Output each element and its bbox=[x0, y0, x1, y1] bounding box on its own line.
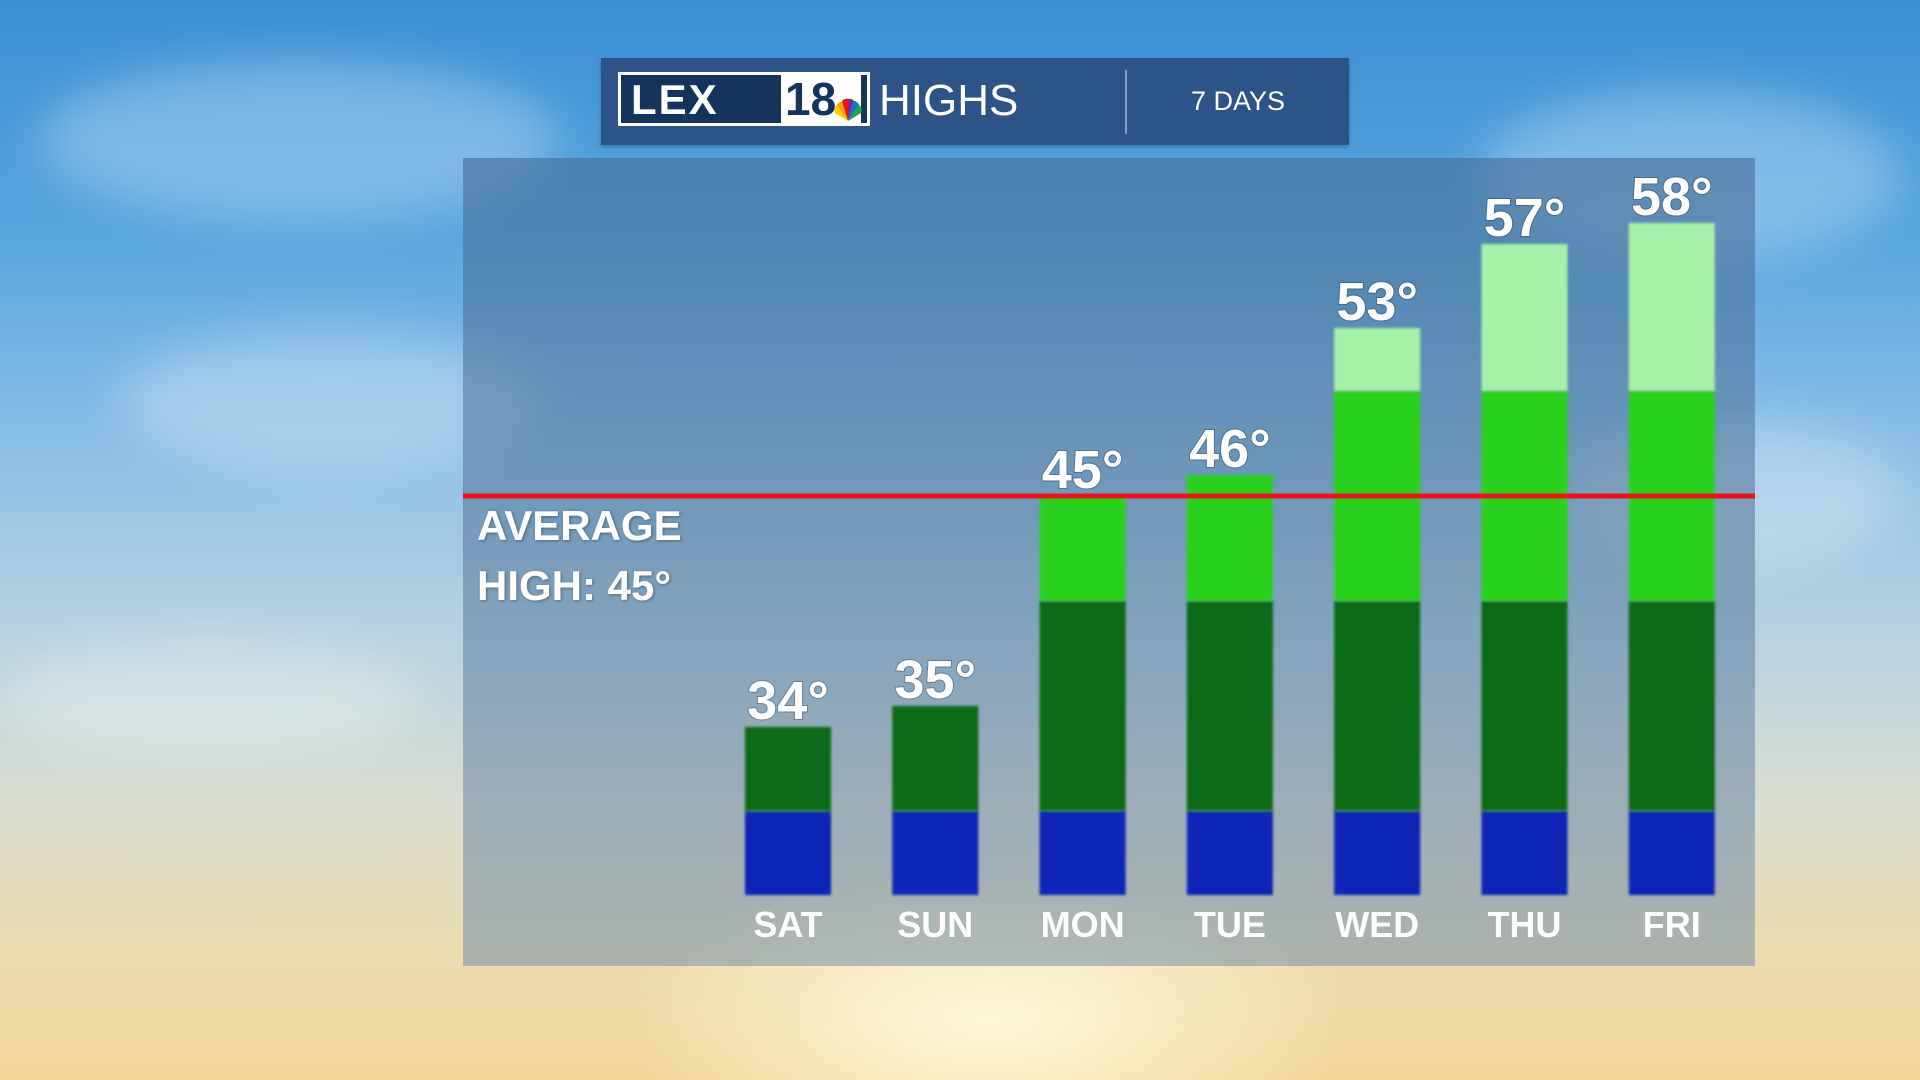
average-label: AVERAGE HIGH: 45° bbox=[477, 496, 682, 616]
bar-mon bbox=[1039, 496, 1126, 895]
logo-number: 18 bbox=[781, 72, 861, 126]
day-label: TUE bbox=[1194, 904, 1266, 945]
value-label: 58° bbox=[1631, 167, 1713, 227]
day-label: FRI bbox=[1643, 904, 1701, 945]
average-label-line1: AVERAGE bbox=[477, 502, 682, 549]
average-label-line2: HIGH: 45° bbox=[477, 562, 672, 609]
peacock-icon bbox=[834, 98, 862, 121]
bar-fri bbox=[1628, 223, 1715, 895]
bar-segment bbox=[1039, 496, 1126, 601]
title-divider bbox=[1125, 70, 1127, 134]
bar-tue bbox=[1186, 475, 1273, 895]
bar-segment bbox=[745, 727, 831, 811]
bar-segment bbox=[1186, 601, 1273, 811]
value-label: 45° bbox=[1042, 440, 1124, 500]
logo-text: LEX bbox=[631, 76, 719, 123]
day-label: SAT bbox=[753, 904, 822, 945]
bar-segment bbox=[1334, 811, 1421, 895]
bar-segment bbox=[1481, 601, 1568, 811]
bar-segment bbox=[1334, 601, 1421, 811]
bar-segment bbox=[1039, 601, 1126, 811]
bar-sat bbox=[745, 727, 831, 895]
day-label: MON bbox=[1041, 904, 1125, 945]
bar-segment bbox=[1481, 811, 1568, 895]
bar-wed bbox=[1334, 328, 1421, 895]
bar-sun bbox=[892, 706, 979, 895]
page-title: HIGHS bbox=[879, 76, 1019, 125]
value-label: 53° bbox=[1336, 272, 1418, 332]
title-bar: LEX 18 HIGHS 7 DAYS bbox=[601, 58, 1349, 145]
bar-segment bbox=[1628, 223, 1715, 391]
value-label: 57° bbox=[1484, 188, 1566, 248]
bar-segment bbox=[892, 706, 979, 811]
range-label: 7 DAYS bbox=[1190, 86, 1286, 116]
station-logo: LEX 18 bbox=[618, 72, 870, 126]
bar-segment bbox=[1628, 601, 1715, 811]
day-label: THU bbox=[1488, 904, 1562, 945]
bar-segment bbox=[892, 811, 979, 895]
day-label: SUN bbox=[897, 904, 973, 945]
bar-segment bbox=[745, 811, 831, 895]
bar-segment bbox=[1481, 244, 1568, 391]
bar-segment bbox=[1334, 328, 1421, 391]
day-label: WED bbox=[1335, 904, 1419, 945]
value-label: 46° bbox=[1189, 419, 1271, 479]
value-label: 34° bbox=[747, 671, 829, 731]
bar-segment bbox=[1186, 811, 1273, 895]
value-label: 35° bbox=[894, 650, 976, 710]
bar-thu bbox=[1481, 244, 1568, 895]
bar-segment bbox=[1039, 811, 1126, 895]
cloud-wisp bbox=[0, 640, 420, 760]
bar-segment bbox=[1628, 811, 1715, 895]
